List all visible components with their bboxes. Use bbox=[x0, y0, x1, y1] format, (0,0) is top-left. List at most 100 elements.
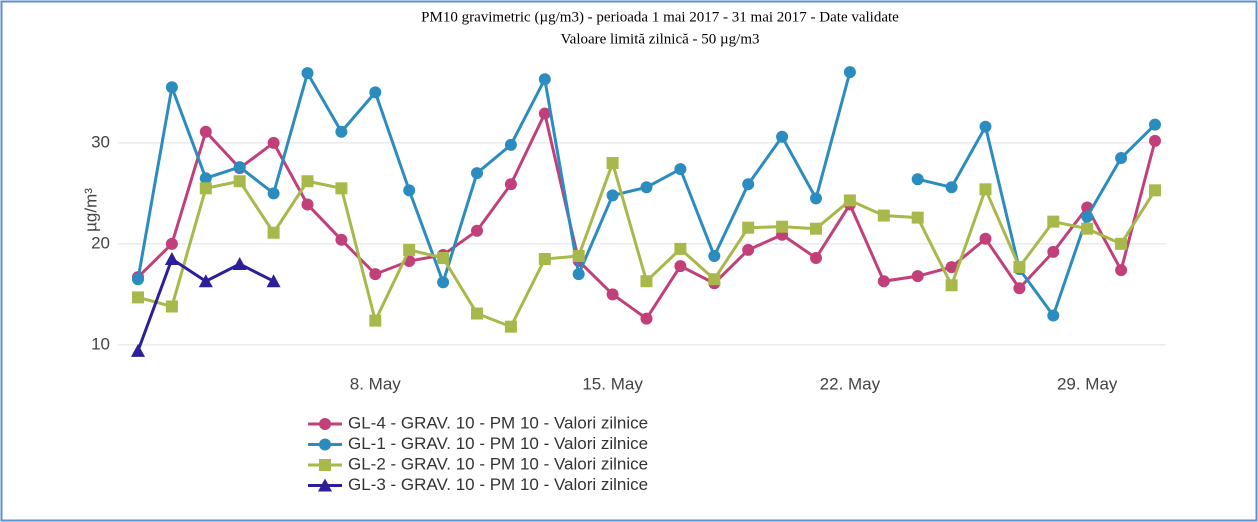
point bbox=[199, 172, 212, 185]
point bbox=[471, 307, 483, 320]
point bbox=[319, 459, 331, 471]
point bbox=[198, 274, 213, 288]
point bbox=[1149, 184, 1161, 197]
point bbox=[945, 181, 958, 194]
point bbox=[538, 107, 551, 120]
point bbox=[1047, 309, 1060, 322]
point bbox=[199, 125, 212, 138]
point bbox=[979, 232, 992, 245]
point bbox=[266, 274, 281, 288]
legend-label: GL-1 - GRAV. 10 - PM 10 - Valori zilnice bbox=[348, 434, 648, 453]
point bbox=[233, 161, 246, 174]
point bbox=[504, 178, 517, 191]
point bbox=[606, 288, 619, 301]
x-tick-label: 22. May bbox=[820, 374, 881, 393]
point bbox=[199, 182, 212, 195]
point bbox=[843, 194, 856, 207]
point bbox=[1149, 134, 1161, 147]
point bbox=[572, 268, 585, 281]
point bbox=[335, 182, 348, 195]
point bbox=[1013, 282, 1026, 295]
point bbox=[945, 279, 958, 292]
point bbox=[319, 438, 331, 451]
point bbox=[708, 273, 721, 286]
point bbox=[911, 211, 924, 224]
point bbox=[471, 224, 483, 237]
point bbox=[165, 300, 178, 313]
chart-subtitle: Valoare limită zilnică - 50 µg/m3 bbox=[561, 31, 760, 47]
point bbox=[843, 66, 856, 79]
point bbox=[504, 138, 517, 151]
point bbox=[369, 314, 382, 327]
point bbox=[810, 192, 822, 205]
legend-label: GL-4 - GRAV. 10 - PM 10 - Valori zilnice bbox=[348, 413, 648, 432]
point bbox=[776, 220, 789, 233]
x-tick-label: 29. May bbox=[1057, 374, 1118, 393]
point bbox=[267, 187, 280, 200]
y-tick-label: 20 bbox=[91, 233, 110, 252]
point bbox=[233, 175, 246, 188]
point bbox=[674, 260, 687, 273]
point bbox=[471, 167, 483, 180]
point bbox=[1115, 152, 1128, 164]
point bbox=[742, 178, 755, 191]
point bbox=[1047, 245, 1060, 258]
point bbox=[810, 251, 822, 264]
chart-title: PM10 gravimetric (µg/m3) - perioada 1 ma… bbox=[421, 9, 899, 25]
point bbox=[776, 130, 789, 143]
point bbox=[318, 478, 332, 492]
point bbox=[1081, 222, 1094, 235]
point bbox=[165, 81, 178, 94]
y-tick-label: 30 bbox=[91, 132, 110, 151]
point bbox=[979, 120, 992, 133]
point bbox=[301, 67, 314, 80]
point bbox=[1149, 118, 1161, 131]
point bbox=[403, 243, 416, 256]
point bbox=[369, 86, 382, 99]
point bbox=[267, 226, 280, 239]
point bbox=[335, 233, 348, 246]
point bbox=[640, 275, 653, 288]
series-line bbox=[136, 69, 1157, 319]
point bbox=[335, 125, 348, 138]
point bbox=[504, 320, 517, 333]
point bbox=[911, 270, 924, 283]
x-tick-label: 8. May bbox=[350, 374, 402, 393]
point bbox=[877, 209, 890, 222]
point bbox=[674, 163, 687, 176]
point bbox=[301, 175, 314, 188]
point bbox=[538, 73, 551, 86]
point bbox=[132, 273, 144, 286]
point bbox=[945, 261, 958, 274]
point bbox=[1081, 210, 1094, 223]
point bbox=[911, 173, 924, 186]
point bbox=[301, 198, 314, 211]
point bbox=[319, 418, 331, 430]
point bbox=[369, 268, 382, 281]
legend-label: GL-3 - GRAV. 10 - PM 10 - Valori zilnice bbox=[348, 475, 648, 494]
point bbox=[742, 221, 755, 234]
point bbox=[1115, 264, 1128, 277]
point bbox=[640, 312, 653, 325]
point bbox=[403, 184, 416, 197]
point bbox=[437, 276, 450, 289]
point bbox=[1047, 215, 1060, 228]
point bbox=[131, 343, 145, 357]
point bbox=[877, 275, 890, 288]
y-tick-label: 10 bbox=[91, 334, 110, 353]
point bbox=[267, 136, 280, 149]
x-tick-label: 15. May bbox=[582, 374, 643, 393]
point bbox=[1013, 261, 1026, 274]
point bbox=[810, 222, 822, 235]
point bbox=[742, 243, 755, 256]
point bbox=[1115, 237, 1128, 250]
point bbox=[132, 291, 144, 304]
point bbox=[437, 251, 450, 264]
point bbox=[164, 252, 179, 265]
point bbox=[606, 157, 619, 170]
point bbox=[674, 242, 687, 255]
point bbox=[640, 181, 653, 194]
point bbox=[165, 237, 178, 250]
